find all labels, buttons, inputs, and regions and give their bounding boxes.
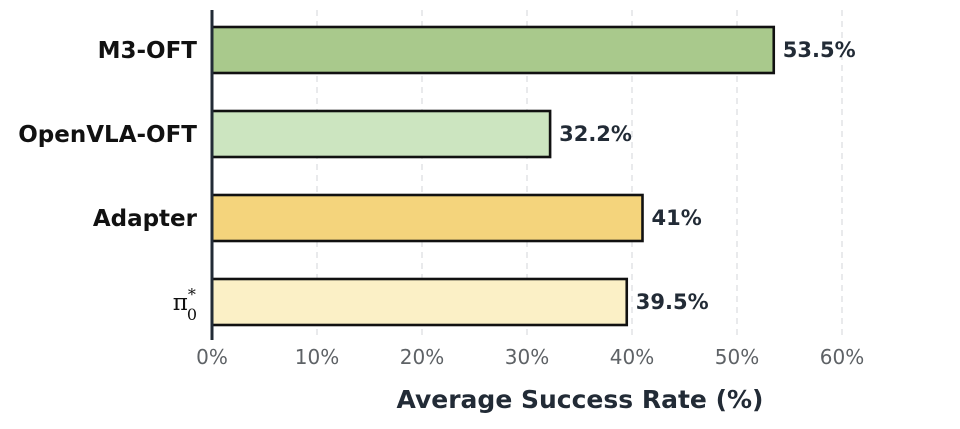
category-labels: M3-OFT OpenVLA-OFT Adapter π* 0 — [18, 38, 197, 324]
bars — [210, 25, 776, 327]
category-label: OpenVLA-OFT — [18, 122, 197, 148]
value-label: 41% — [652, 206, 702, 230]
x-tick-label: 60% — [820, 345, 864, 369]
x-tick-labels: 0% 10% 20% 30% 40% 50% 60% — [196, 345, 864, 369]
x-tick-label: 20% — [400, 345, 444, 369]
value-label: 32.2% — [559, 122, 632, 146]
value-label: 53.5% — [783, 38, 856, 62]
x-axis-title: Average Success Rate (%) — [397, 385, 764, 414]
bar — [210, 277, 629, 327]
category-label: π* 0 — [173, 285, 197, 324]
x-tick-label: 0% — [196, 345, 228, 369]
bar — [210, 193, 644, 243]
x-tick-label: 30% — [505, 345, 549, 369]
bar — [210, 109, 552, 159]
category-label: Adapter — [93, 206, 198, 232]
category-label: M3-OFT — [98, 38, 198, 64]
value-label: 39.5% — [636, 290, 709, 314]
value-labels: 53.5% 32.2% 41% 39.5% — [559, 38, 856, 314]
x-tick-label: 40% — [610, 345, 654, 369]
x-tick-label: 10% — [295, 345, 339, 369]
x-tick-label: 50% — [715, 345, 759, 369]
bar — [210, 25, 776, 75]
